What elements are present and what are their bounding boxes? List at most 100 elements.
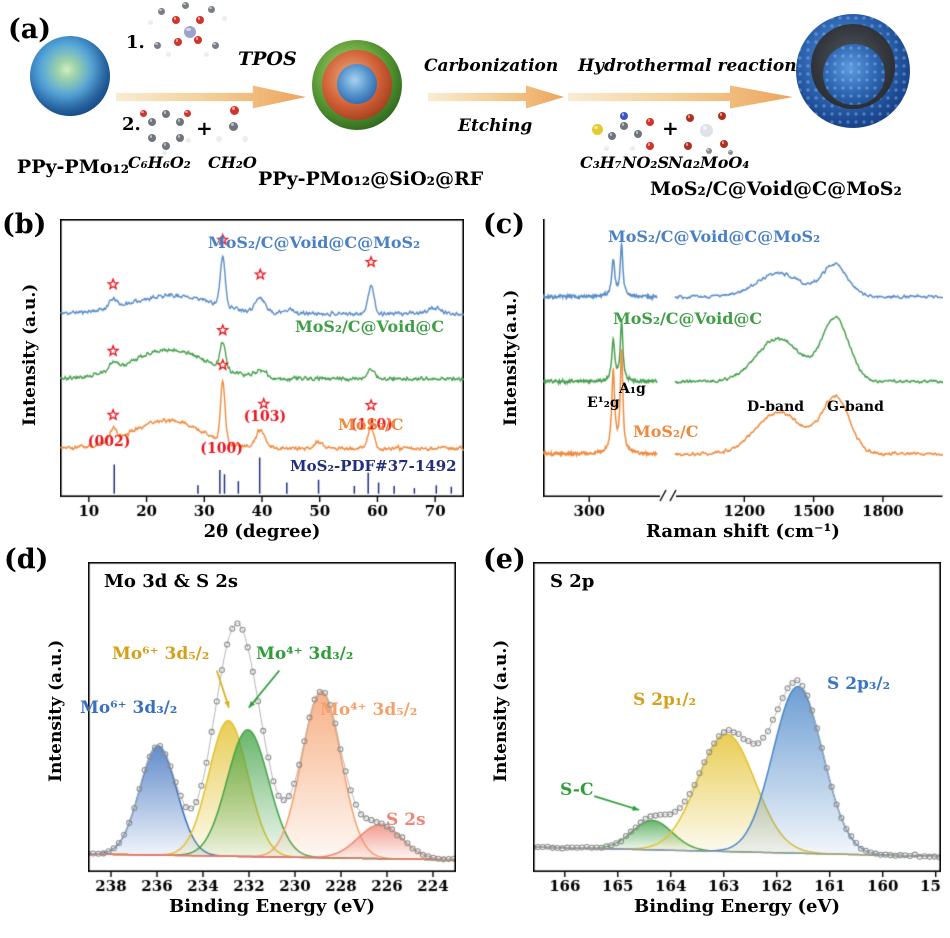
- ch2o-molecule-icon: [214, 104, 254, 152]
- atom-dot: [184, 110, 191, 117]
- g-band-annotation: G-band: [827, 399, 884, 415]
- atom-dot: [186, 138, 191, 143]
- mo6-3d52-label: Mo⁶⁺ 3d₅/₂: [112, 644, 210, 664]
- atom-dot: [216, 136, 222, 142]
- atom-dot: [172, 16, 180, 24]
- mo6-3d32-label: Mo⁶⁺ 3d₃/₂: [80, 698, 178, 718]
- inner-mos2-core: [823, 43, 885, 106]
- xrd-chart-panel: (b) Intensity (a.u.) 2θ (degree) MoS₂/C@…: [0, 205, 475, 545]
- s2s-label: S 2s: [386, 810, 426, 830]
- atom-dot: [182, 2, 189, 9]
- atom-dot: [166, 52, 171, 57]
- synthesis-scheme-panel: (a) PPy-PMo₁₂ 1. TPOS 2.: [0, 0, 950, 205]
- atom-dot: [208, 6, 215, 13]
- c6h6o2-label: C₆H₆O₂: [128, 153, 191, 172]
- atom-dot: [242, 136, 248, 142]
- reaction-arrow-3: [568, 85, 793, 109]
- na2moo4-label: Na₂MoO₄: [668, 153, 750, 172]
- c6h6o2-molecule-icon: [140, 108, 192, 155]
- atom-dot: [620, 122, 628, 130]
- atom-dot: [162, 142, 170, 150]
- atom-dot: [212, 42, 219, 49]
- atom-dot: [184, 26, 196, 38]
- xps-mo3d-panel: (d) Mo 3d & S 2s Intensity (a.u.) Bindin…: [0, 538, 475, 938]
- atom-dot: [148, 118, 156, 126]
- atom-dot: [604, 146, 609, 151]
- atom-dot: [720, 140, 728, 148]
- mo3d-y-axis-label: Intensity (a.u.): [46, 639, 66, 782]
- panel-b-label: (b): [2, 209, 47, 240]
- atom-dot: [728, 150, 733, 155]
- e2g-peak-annotation: E¹₂g: [587, 395, 620, 411]
- sio2-core: [337, 64, 377, 104]
- xrd-x-axis-label: 2θ (degree): [203, 521, 321, 542]
- atom-dot: [154, 42, 161, 49]
- atom-dot: [608, 132, 616, 140]
- atom-dot: [718, 112, 726, 120]
- ppy-pmo12-sio2-rf-sphere: [312, 40, 402, 130]
- reaction-arrow-2: [428, 85, 564, 109]
- atom-dot: [158, 8, 165, 15]
- atom-dot: [646, 142, 654, 150]
- s-c-label: S-C: [560, 780, 594, 800]
- atom-dot: [174, 38, 182, 46]
- xps-s2p-panel: (e) S 2p Intensity (a.u.) Binding Energy…: [475, 538, 950, 938]
- mo4-3d32-label: Mo⁴⁺ 3d₃/₂: [256, 644, 354, 664]
- material-label-3: MoS₂/C@Void@C@MoS₂: [650, 178, 902, 200]
- atom-dot: [148, 20, 153, 25]
- atom-dot: [229, 122, 238, 131]
- xps-mo3d-canvas: [88, 562, 456, 894]
- panel-c-label: (c): [483, 209, 525, 240]
- xrd-series-label-mos2c: MoS₂/C: [338, 415, 404, 434]
- atom-dot: [686, 114, 694, 122]
- a1g-peak-annotation: A₁g: [619, 381, 646, 397]
- atom-dot: [646, 118, 654, 126]
- atom-dot: [162, 110, 170, 118]
- atom-dot: [684, 142, 692, 150]
- reaction-arrow-1: [116, 85, 306, 109]
- atom-dot: [140, 110, 147, 117]
- material-label-1: PPy-PMo₁₂: [16, 156, 130, 178]
- plus-sign-2: +: [662, 116, 679, 140]
- atom-dot: [620, 112, 628, 120]
- raman-x-axis-label: Raman shift (cm⁻¹): [646, 521, 840, 542]
- s2p12-label: S 2p₁/₂: [633, 690, 697, 710]
- atom-dot: [700, 124, 713, 137]
- xps-s2p-canvas: [533, 562, 941, 894]
- panel-d-label: (d): [4, 544, 49, 575]
- s2p-x-axis-label: Binding Energy (eV): [633, 896, 840, 917]
- raman-series-label-composite: MoS₂/C@Void@C@MoS₂: [608, 227, 821, 246]
- atom-dot: [592, 124, 603, 135]
- material-label-2: PPy-PMo₁₂@SiO₂@RF: [258, 168, 484, 190]
- xrd-y-axis-label: Intensity (a.u.): [20, 283, 40, 426]
- atom-dot: [176, 134, 184, 142]
- s2p32-label: S 2p₃/₂: [827, 674, 891, 694]
- atom-dot: [204, 52, 209, 57]
- atom-dot: [706, 148, 712, 154]
- plus-sign-1: +: [196, 116, 213, 140]
- mos2-c-void-c-mos2-sphere: [796, 14, 910, 128]
- step-2-number: 2.: [122, 114, 141, 135]
- mo3d-title: Mo 3d & S 2s: [104, 571, 239, 592]
- raman-y-axis-label: Intensity(a.u.): [501, 289, 521, 426]
- mo3d-x-axis-label: Binding Energy (eV): [168, 896, 375, 917]
- panel-a-label: (a): [8, 14, 52, 45]
- na2moo4-molecule-icon: [680, 110, 736, 158]
- atom-dot: [194, 36, 202, 44]
- panel-e-label: (e): [483, 544, 526, 575]
- atom-dot: [148, 134, 156, 142]
- carbonization-label: Carbonization: [424, 56, 559, 76]
- atom-dot: [176, 118, 184, 126]
- raman-chart-panel: (c) Intensity(a.u.) Raman shift (cm⁻¹) M…: [475, 205, 950, 545]
- xrd-chart-canvas: [60, 219, 464, 519]
- cysteine-molecule-icon: [592, 112, 656, 154]
- ppy-pmo12-sphere: [30, 36, 110, 116]
- cysteine-label: C₃H₇NO₂S: [580, 153, 669, 172]
- atom-dot: [196, 16, 204, 24]
- d-band-annotation: D-band: [747, 399, 805, 415]
- s2p-title: S 2p: [550, 571, 595, 592]
- tpos-molecule-icon: [148, 2, 232, 60]
- atom-dot: [230, 106, 239, 115]
- raman-chart-canvas: [543, 219, 943, 519]
- raman-series-label-void-c: MoS₂/C@Void@C: [613, 309, 763, 328]
